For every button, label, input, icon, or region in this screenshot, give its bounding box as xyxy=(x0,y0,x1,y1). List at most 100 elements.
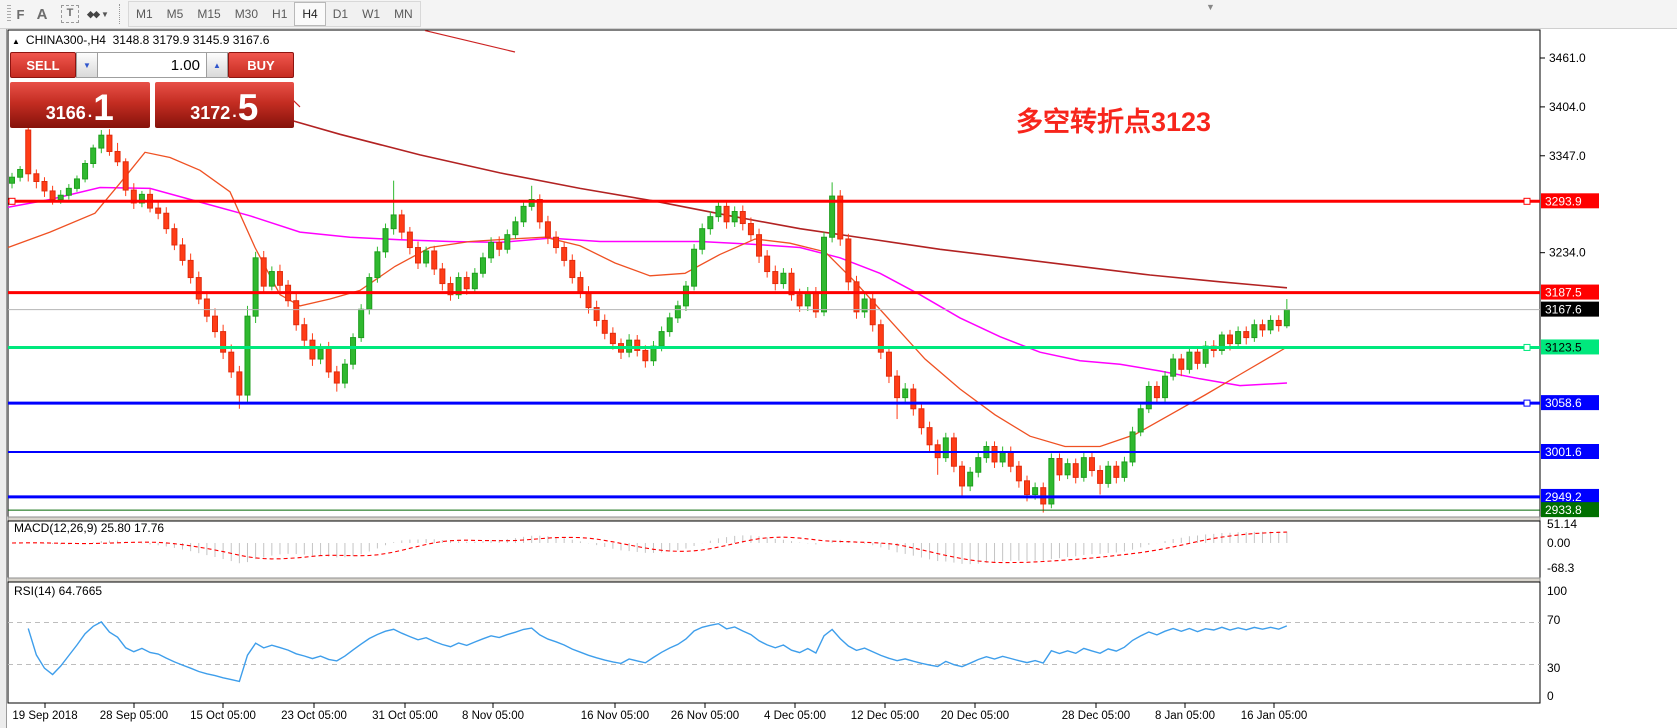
timeframe-button-W1[interactable]: W1 xyxy=(362,7,381,21)
candle xyxy=(577,277,584,293)
timeframe-button-D1[interactable]: D1 xyxy=(332,7,349,21)
candle xyxy=(244,315,251,396)
candle xyxy=(187,259,194,279)
candle xyxy=(837,195,844,240)
chart-text-annotation[interactable]: 多空转折点3123 xyxy=(1016,107,1212,137)
candle xyxy=(488,241,495,259)
panel-splitter[interactable] xyxy=(7,516,1541,522)
timeframe-button-MN[interactable]: MN xyxy=(394,7,413,21)
candle xyxy=(561,247,568,261)
price-label-text: 3293.9 xyxy=(1545,194,1582,208)
price-label-badge xyxy=(1541,284,1599,300)
sell-price-tile[interactable]: 3166. 1 xyxy=(10,82,150,128)
timeframe-button-M30[interactable]: M30 xyxy=(234,7,259,21)
line-handle[interactable] xyxy=(1523,343,1531,351)
candle xyxy=(918,408,925,429)
timeframe-button-M5[interactable]: M5 xyxy=(166,7,184,21)
buy-button[interactable]: BUY xyxy=(228,52,294,78)
volume-increase-button[interactable]: ▲ xyxy=(206,52,228,78)
candle xyxy=(829,195,836,238)
candle xyxy=(1283,309,1290,327)
candle xyxy=(439,268,446,285)
rsi-axis-label: 30 xyxy=(1547,661,1561,675)
timeframe-button-H1[interactable]: H1 xyxy=(272,7,288,21)
panel-splitter[interactable] xyxy=(7,577,1541,583)
candle xyxy=(163,212,170,230)
candle xyxy=(57,194,64,201)
candle xyxy=(463,277,470,290)
collapse-triangle-icon[interactable]: ▲ xyxy=(12,37,20,46)
line-handle[interactable] xyxy=(1523,399,1531,407)
candle xyxy=(479,257,486,274)
line-handle[interactable] xyxy=(8,197,16,205)
objects-dropdown[interactable]: ◆◆ ▼ xyxy=(86,3,110,25)
candle xyxy=(82,162,89,180)
candle xyxy=(268,271,275,287)
date-axis-label: 8 Nov 05:00 xyxy=(462,710,524,722)
candle xyxy=(423,250,430,264)
candle xyxy=(350,337,357,365)
candle xyxy=(1251,324,1258,339)
buy-price-main: 3172 xyxy=(190,102,231,123)
date-axis-label: 26 Nov 05:00 xyxy=(671,710,739,722)
candle xyxy=(382,228,389,253)
candle xyxy=(715,205,722,218)
buy-price-tile[interactable]: 3172. 5 xyxy=(154,82,294,128)
price-label-text: 2933.8 xyxy=(1545,503,1582,517)
candle xyxy=(317,348,324,360)
candle xyxy=(25,129,32,175)
price-label-badge xyxy=(1541,488,1599,504)
candle xyxy=(1145,385,1152,410)
date-axis-label: 16 Nov 05:00 xyxy=(581,710,649,722)
candle xyxy=(90,147,97,164)
candle xyxy=(1056,458,1063,476)
price-axis-tick-label: 3461.0 xyxy=(1549,51,1586,65)
sell-price-pip: 1 xyxy=(93,87,114,128)
timeframe-button-M1[interactable]: M1 xyxy=(136,7,153,21)
candle xyxy=(528,199,535,207)
candle xyxy=(756,234,763,257)
candle xyxy=(276,271,283,286)
candle xyxy=(1048,458,1055,505)
date-axis-label: 8 Jan 05:00 xyxy=(1155,710,1215,722)
rsi-panel xyxy=(7,581,1541,704)
volume-decrease-button[interactable]: ▼ xyxy=(76,52,98,78)
price-label-text: 3001.6 xyxy=(1545,445,1582,459)
candle xyxy=(894,375,901,399)
candle xyxy=(764,255,771,273)
candle xyxy=(926,427,933,446)
candle xyxy=(861,298,868,313)
candle xyxy=(333,371,340,384)
candle xyxy=(171,228,178,246)
toolbar-separator xyxy=(119,4,121,24)
candle xyxy=(1024,480,1030,496)
candle xyxy=(130,189,137,204)
candle xyxy=(1113,465,1120,478)
timeframe-toolbar: M1 M5 M15 M30 H1 H4 D1 W1 MN xyxy=(128,1,421,27)
candle xyxy=(1267,319,1274,331)
text-a-icon[interactable]: A xyxy=(30,3,54,25)
candle xyxy=(114,150,121,163)
candle xyxy=(1064,463,1071,476)
price-label-badge xyxy=(1541,301,1599,317)
toolbar-overflow-chevron[interactable]: ▼ xyxy=(1206,2,1215,12)
sell-button[interactable]: SELL xyxy=(10,52,76,78)
candle xyxy=(544,221,551,238)
timeframe-button-H4[interactable]: H4 xyxy=(294,2,326,26)
candle xyxy=(431,250,438,270)
line-handle[interactable] xyxy=(1523,197,1531,205)
candle xyxy=(942,437,949,459)
trendline-fragment[interactable] xyxy=(424,29,516,53)
price-label-text: 3058.6 xyxy=(1545,396,1582,410)
candle xyxy=(666,317,673,333)
date-axis-label: 28 Sep 05:00 xyxy=(100,710,168,722)
candle xyxy=(41,180,48,192)
text-label-icon[interactable]: T xyxy=(58,3,82,25)
rsi-axis-label: 0 xyxy=(1547,689,1554,703)
price-label-text: 3187.5 xyxy=(1545,286,1582,300)
timeframe-button-M15[interactable]: M15 xyxy=(197,7,221,21)
candle xyxy=(1259,324,1266,331)
volume-input[interactable] xyxy=(98,53,206,77)
grid-f-icon[interactable]: F xyxy=(2,3,26,25)
